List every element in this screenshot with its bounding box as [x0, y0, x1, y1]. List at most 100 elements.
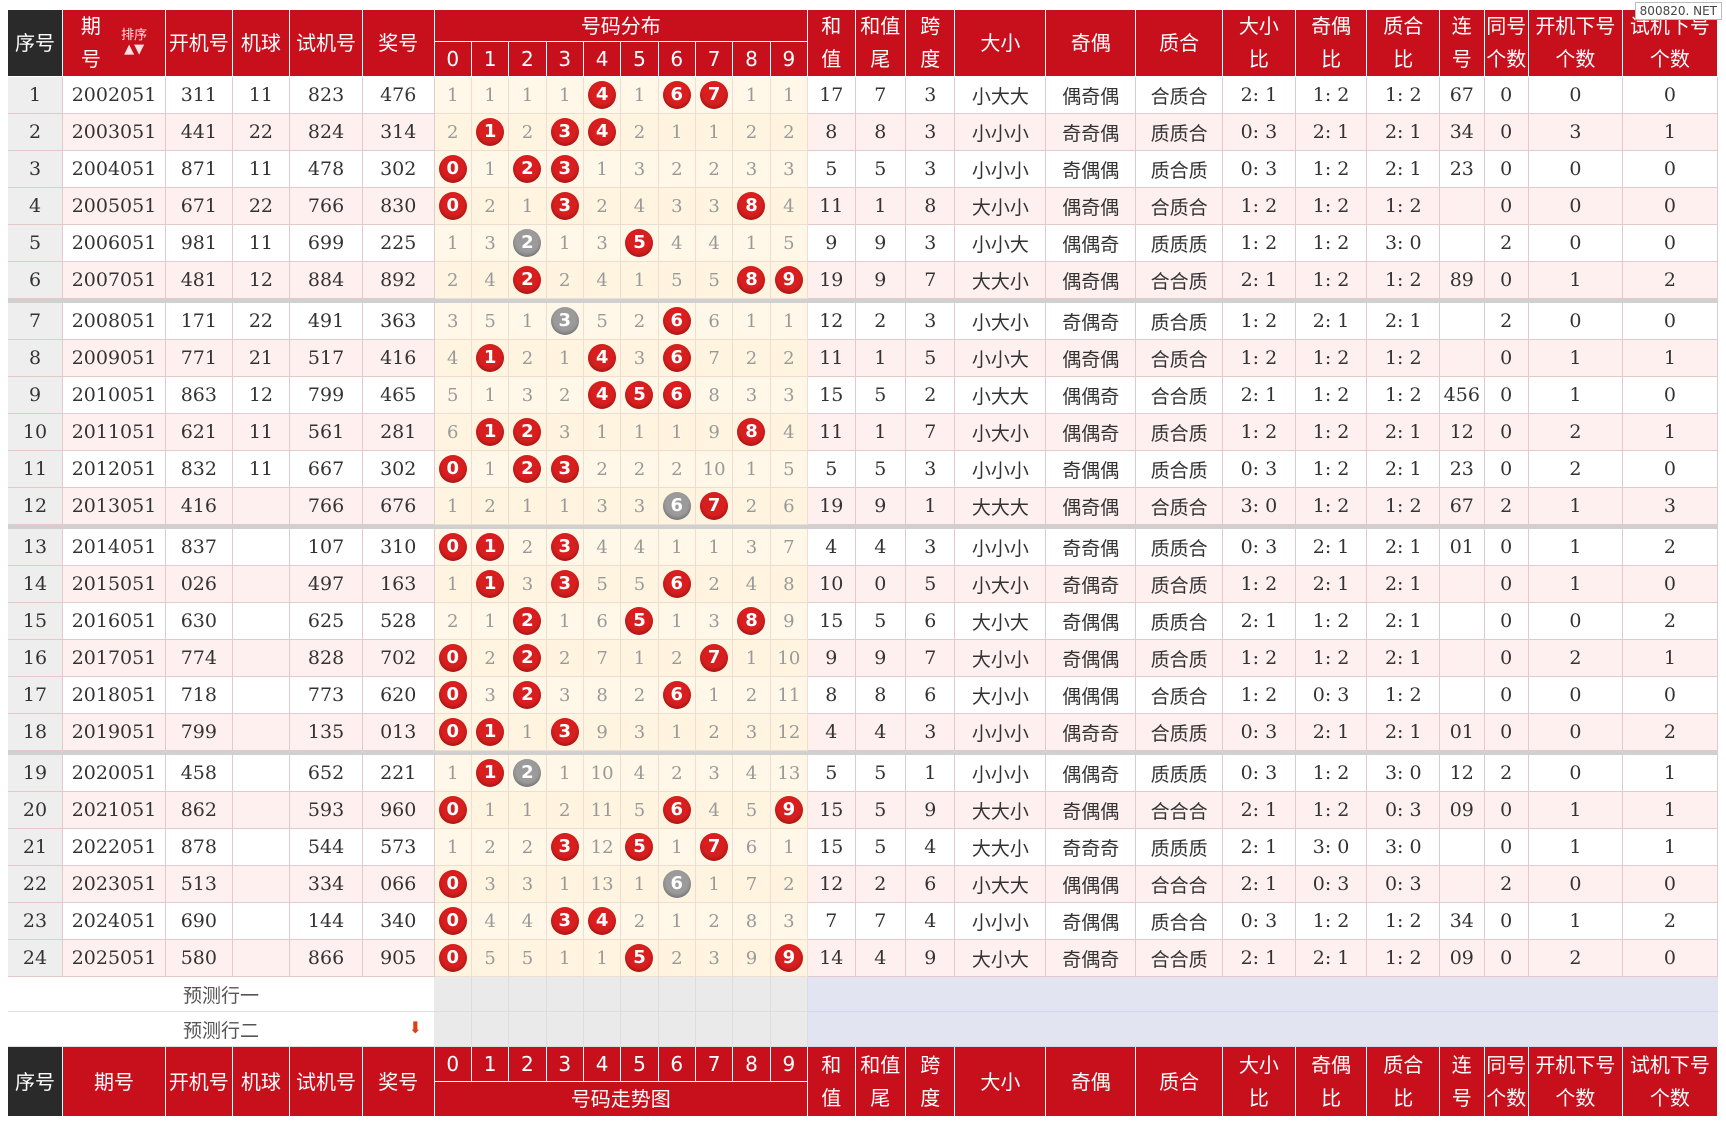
- predict-digit-cell[interactable]: [620, 976, 659, 1012]
- dist-cell-0: 0: [434, 676, 472, 714]
- row-opendown: 3: [1528, 113, 1623, 151]
- row-sr: 1: 2: [1222, 676, 1296, 714]
- footer-digit-5: 5: [620, 1046, 659, 1082]
- row-oer: 1: 2: [1295, 339, 1368, 377]
- predict-digit-cell[interactable]: [620, 1011, 659, 1047]
- dist-cell-3: 1: [546, 76, 584, 114]
- hit-digit-ball: 0: [438, 944, 467, 972]
- dist-cell-8: 1: [732, 303, 771, 340]
- table-row: 12 2013051 416 766 676 1 2 1 1 3 3 6 7 2 6 19 9 1 大大大 偶奇偶 合质…: [8, 487, 1719, 525]
- row-ball: 12: [232, 376, 291, 414]
- row-tail: 8: [855, 676, 907, 714]
- dist-cell-6: 1: [658, 529, 696, 566]
- hit-digit-ball: 5: [625, 944, 654, 972]
- table-row: 16 2017051 774 828 702 0 2 2 2 7 1 2 7 1 10 9 9 7 大小小 奇偶偶 质合…: [8, 639, 1719, 677]
- dist-cell-6: 3: [658, 187, 696, 225]
- dist-cell-2: 3: [508, 565, 547, 603]
- row-open: 862: [165, 791, 233, 829]
- row-seq: 15: [8, 602, 64, 640]
- hit-digit-ball: 2: [513, 155, 542, 183]
- row-opendown: 0: [1528, 865, 1623, 903]
- dist-cell-7: 3: [695, 602, 734, 640]
- predict-digit-cell[interactable]: [770, 976, 809, 1012]
- predict-digit-cell[interactable]: [434, 1011, 472, 1047]
- row-open: 863: [165, 376, 233, 414]
- hit-digit-ball: 2: [513, 455, 542, 483]
- predict-row-label-cell[interactable]: 预测行二 ⬇: [8, 1011, 435, 1047]
- row-consec: 01: [1439, 713, 1485, 751]
- predict-digit-cell[interactable]: [546, 976, 584, 1012]
- row-trialdown: 0: [1622, 76, 1719, 114]
- hit-digit-ball: 6: [662, 81, 691, 109]
- dist-cell-0: 0: [434, 939, 472, 977]
- predict-digit-cell[interactable]: [583, 976, 622, 1012]
- predict-digit-cell[interactable]: [695, 976, 734, 1012]
- predict-digit-cell[interactable]: [508, 976, 547, 1012]
- row-prize: 013: [362, 713, 435, 751]
- arrow-down-icon[interactable]: ⬇: [408, 1018, 423, 1037]
- table-row: 17 2018051 718 773 620 0 3 2 3 8 2 6 1 2 11 8 8 6 大小小 偶偶偶 合质…: [8, 676, 1719, 714]
- row-ball: 11: [232, 150, 291, 188]
- dist-cell-6: 1: [658, 413, 696, 451]
- row-same: 0: [1484, 150, 1529, 188]
- dist-cell-1: 1: [471, 713, 510, 751]
- row-tail: 5: [855, 828, 907, 866]
- row-oe: 奇奇偶: [1045, 113, 1137, 151]
- row-oe: 偶偶偶: [1045, 865, 1137, 903]
- row-sr: 2: 1: [1222, 261, 1296, 299]
- row-pcr: 1: 2: [1366, 187, 1441, 225]
- dist-cell-8: 3: [732, 529, 771, 566]
- header-digit-2: 2: [508, 41, 547, 77]
- dist-cell-7: 1: [695, 865, 734, 903]
- dist-cell-5: 5: [620, 602, 659, 640]
- row-trialdown: 1: [1622, 791, 1719, 829]
- dist-cell-7: 3: [695, 755, 734, 792]
- predict-row[interactable]: 预测行一: [8, 976, 1718, 1012]
- row-sum: 4: [807, 713, 856, 751]
- row-sr: 0: 3: [1222, 529, 1296, 566]
- predict-row-label-cell[interactable]: 预测行一: [8, 976, 435, 1012]
- predict-digit-cell[interactable]: [695, 1011, 734, 1047]
- predict-digit-cell[interactable]: [471, 1011, 510, 1047]
- row-oe: 偶奇偶: [1045, 76, 1137, 114]
- row-period: 2024051: [62, 902, 166, 940]
- row-oe: 偶偶奇: [1045, 755, 1137, 792]
- dist-cell-1: 4: [471, 902, 510, 940]
- predict-digit-cell[interactable]: [434, 976, 472, 1012]
- dist-cell-3: 3: [546, 113, 584, 151]
- row-sr: 3: 0: [1222, 487, 1296, 525]
- row-size: 小小小: [954, 755, 1047, 792]
- predict-digit-cell[interactable]: [732, 1011, 771, 1047]
- sort-button[interactable]: 排序 ▲▼: [121, 29, 147, 57]
- row-oer: 2: 1: [1295, 939, 1368, 977]
- dist-cell-7: 7: [695, 487, 734, 525]
- dist-cell-3: 1: [546, 865, 584, 903]
- dist-cell-5: 5: [620, 565, 659, 603]
- row-same: 0: [1484, 113, 1529, 151]
- row-pc: 质质质: [1135, 224, 1224, 262]
- predict-digit-cell[interactable]: [546, 1011, 584, 1047]
- dist-cell-3: 1: [546, 224, 584, 262]
- predict-digit-cell[interactable]: [471, 976, 510, 1012]
- predict-digit-cell[interactable]: [732, 976, 771, 1012]
- predict-digit-cell[interactable]: [770, 1011, 809, 1047]
- dist-cell-7: 1: [695, 529, 734, 566]
- header-period-sortable[interactable]: 期 号 排序 ▲▼: [62, 10, 166, 77]
- hit-digit-ball: 1: [476, 344, 505, 372]
- row-trialdown: 2: [1622, 602, 1719, 640]
- row-prize: 702: [362, 639, 435, 677]
- predict-digit-cell[interactable]: [658, 976, 696, 1012]
- predict-digit-cell[interactable]: [508, 1011, 547, 1047]
- predict-digit-cell[interactable]: [583, 1011, 622, 1047]
- dist-cell-4: 4: [583, 339, 622, 377]
- predict-row[interactable]: 预测行二 ⬇: [8, 1011, 1718, 1047]
- dist-cell-6: 1: [658, 713, 696, 751]
- row-size: 小大小: [954, 303, 1047, 340]
- dist-cell-3: 2: [546, 791, 584, 829]
- row-oe: 偶奇偶: [1045, 187, 1137, 225]
- row-ball: 22: [232, 303, 291, 340]
- dist-cell-3: 3: [546, 187, 584, 225]
- predict-digit-cell[interactable]: [658, 1011, 696, 1047]
- footer-digit-6: 6: [658, 1046, 696, 1082]
- row-pc: 质合质: [1135, 639, 1224, 677]
